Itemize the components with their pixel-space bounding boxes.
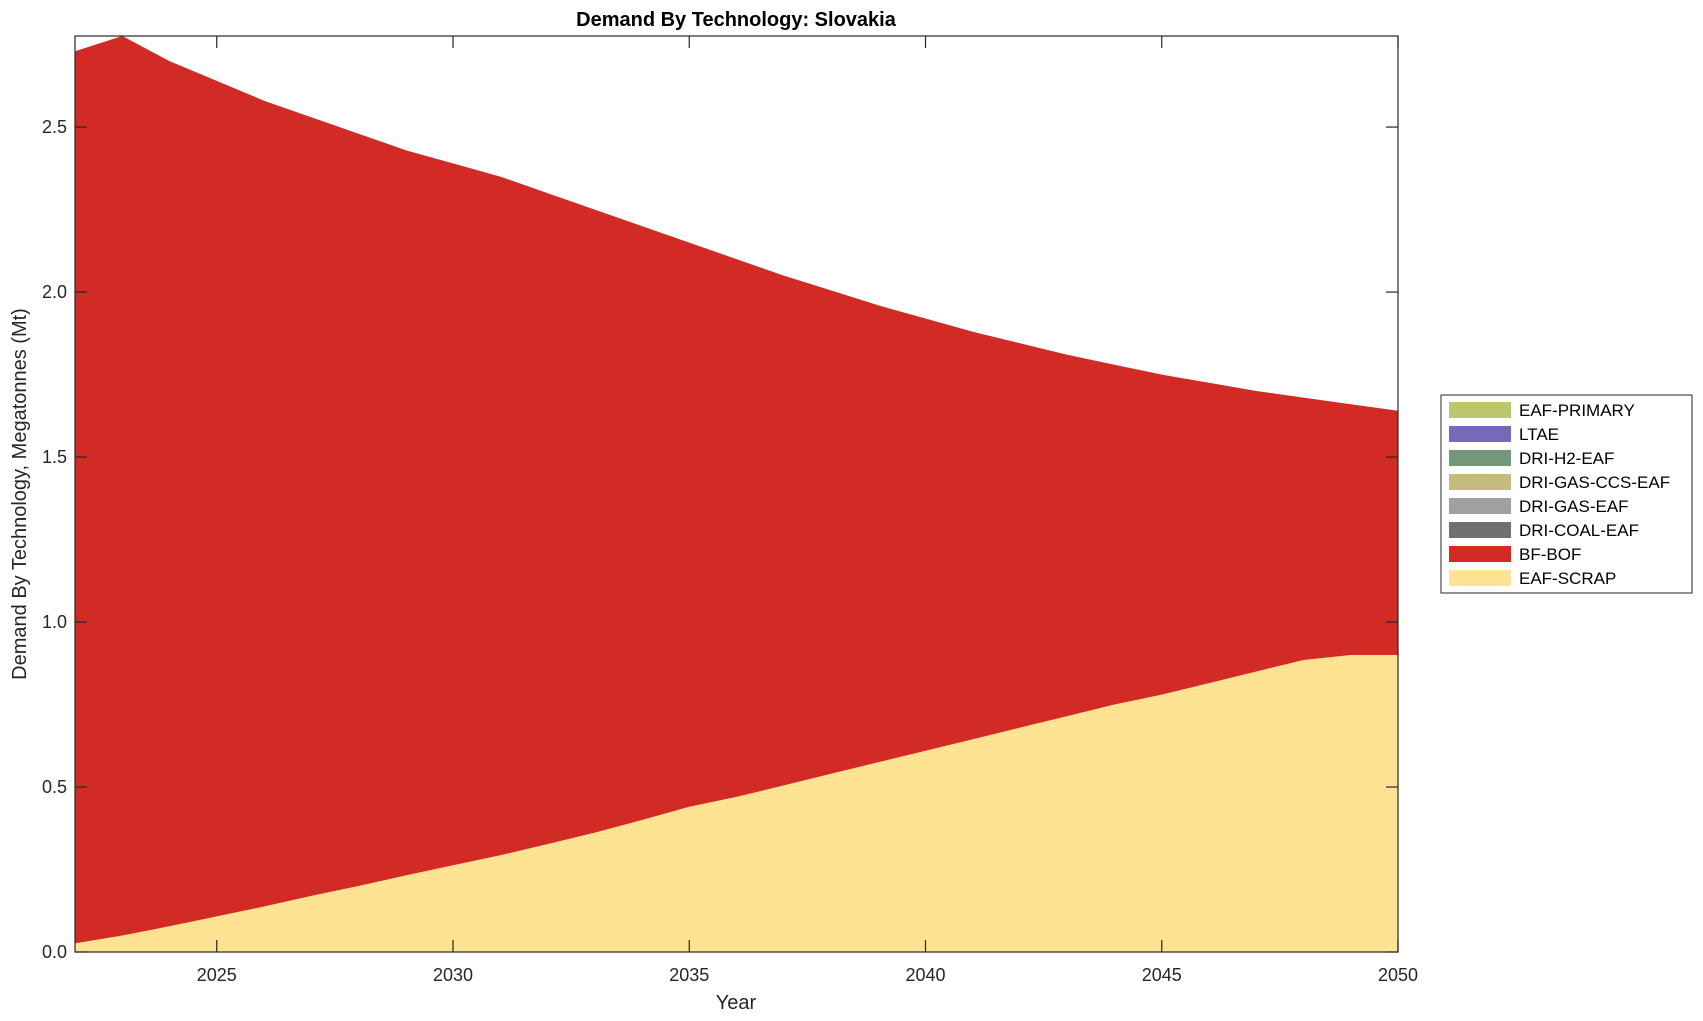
x-tick-label: 2040 — [905, 965, 945, 985]
x-tick-label: 2025 — [197, 965, 237, 985]
y-tick-label: 1.5 — [42, 447, 67, 467]
x-axis-label: Year — [716, 992, 757, 1014]
legend-label: EAF-SCRAP — [1519, 569, 1616, 588]
chart-title: Demand By Technology: Slovakia — [576, 9, 897, 31]
x-axis: 2025 2030 2035 2040 2045 2050 — [197, 36, 1418, 985]
y-axis: 0.0 0.5 1.0 1.5 2.0 2.5 — [42, 117, 1398, 962]
y-axis-label: Demand By Technology, Megatonnes (Mt) — [9, 308, 31, 680]
legend-label: LTAE — [1519, 425, 1559, 444]
y-tick-label: 0.5 — [42, 777, 67, 797]
legend-label: DRI-H2-EAF — [1519, 449, 1614, 468]
legend-swatch-ltae — [1449, 426, 1511, 442]
legend-label: BF-BOF — [1519, 545, 1581, 564]
area-bf-bof — [75, 36, 1398, 944]
legend-swatch-dri-gas-eaf — [1449, 498, 1511, 514]
legend-label: DRI-GAS-CCS-EAF — [1519, 473, 1670, 492]
legend-label: DRI-COAL-EAF — [1519, 521, 1639, 540]
legend-swatch-eaf-scrap — [1449, 570, 1511, 586]
y-tick-label: 1.0 — [42, 612, 67, 632]
plot-frame — [74, 35, 1399, 953]
area-eaf-scrap — [75, 655, 1398, 952]
x-tick-label: 2035 — [669, 965, 709, 985]
y-tick-label: 2.5 — [42, 117, 67, 137]
legend-swatch-eaf-primary — [1449, 402, 1511, 418]
legend: EAF-PRIMARY LTAE DRI-H2-EAF DRI-GAS-CCS-EAF… — [1440, 394, 1693, 594]
legend-swatch-bf-bof — [1449, 546, 1511, 562]
legend-swatch-dri-coal-eaf — [1449, 522, 1511, 538]
y-tick-label: 2.0 — [42, 282, 67, 302]
legend-label: DRI-GAS-EAF — [1519, 497, 1629, 516]
x-tick-label: 2045 — [1142, 965, 1182, 985]
legend-swatch-dri-gas-ccs-eaf — [1449, 474, 1511, 490]
legend-label: EAF-PRIMARY — [1519, 401, 1635, 420]
x-tick-label: 2050 — [1378, 965, 1418, 985]
area-layers — [75, 36, 1398, 952]
legend-swatch-dri-h2-eaf — [1449, 450, 1511, 466]
y-tick-label: 0.0 — [42, 942, 67, 962]
x-tick-label: 2030 — [433, 965, 473, 985]
